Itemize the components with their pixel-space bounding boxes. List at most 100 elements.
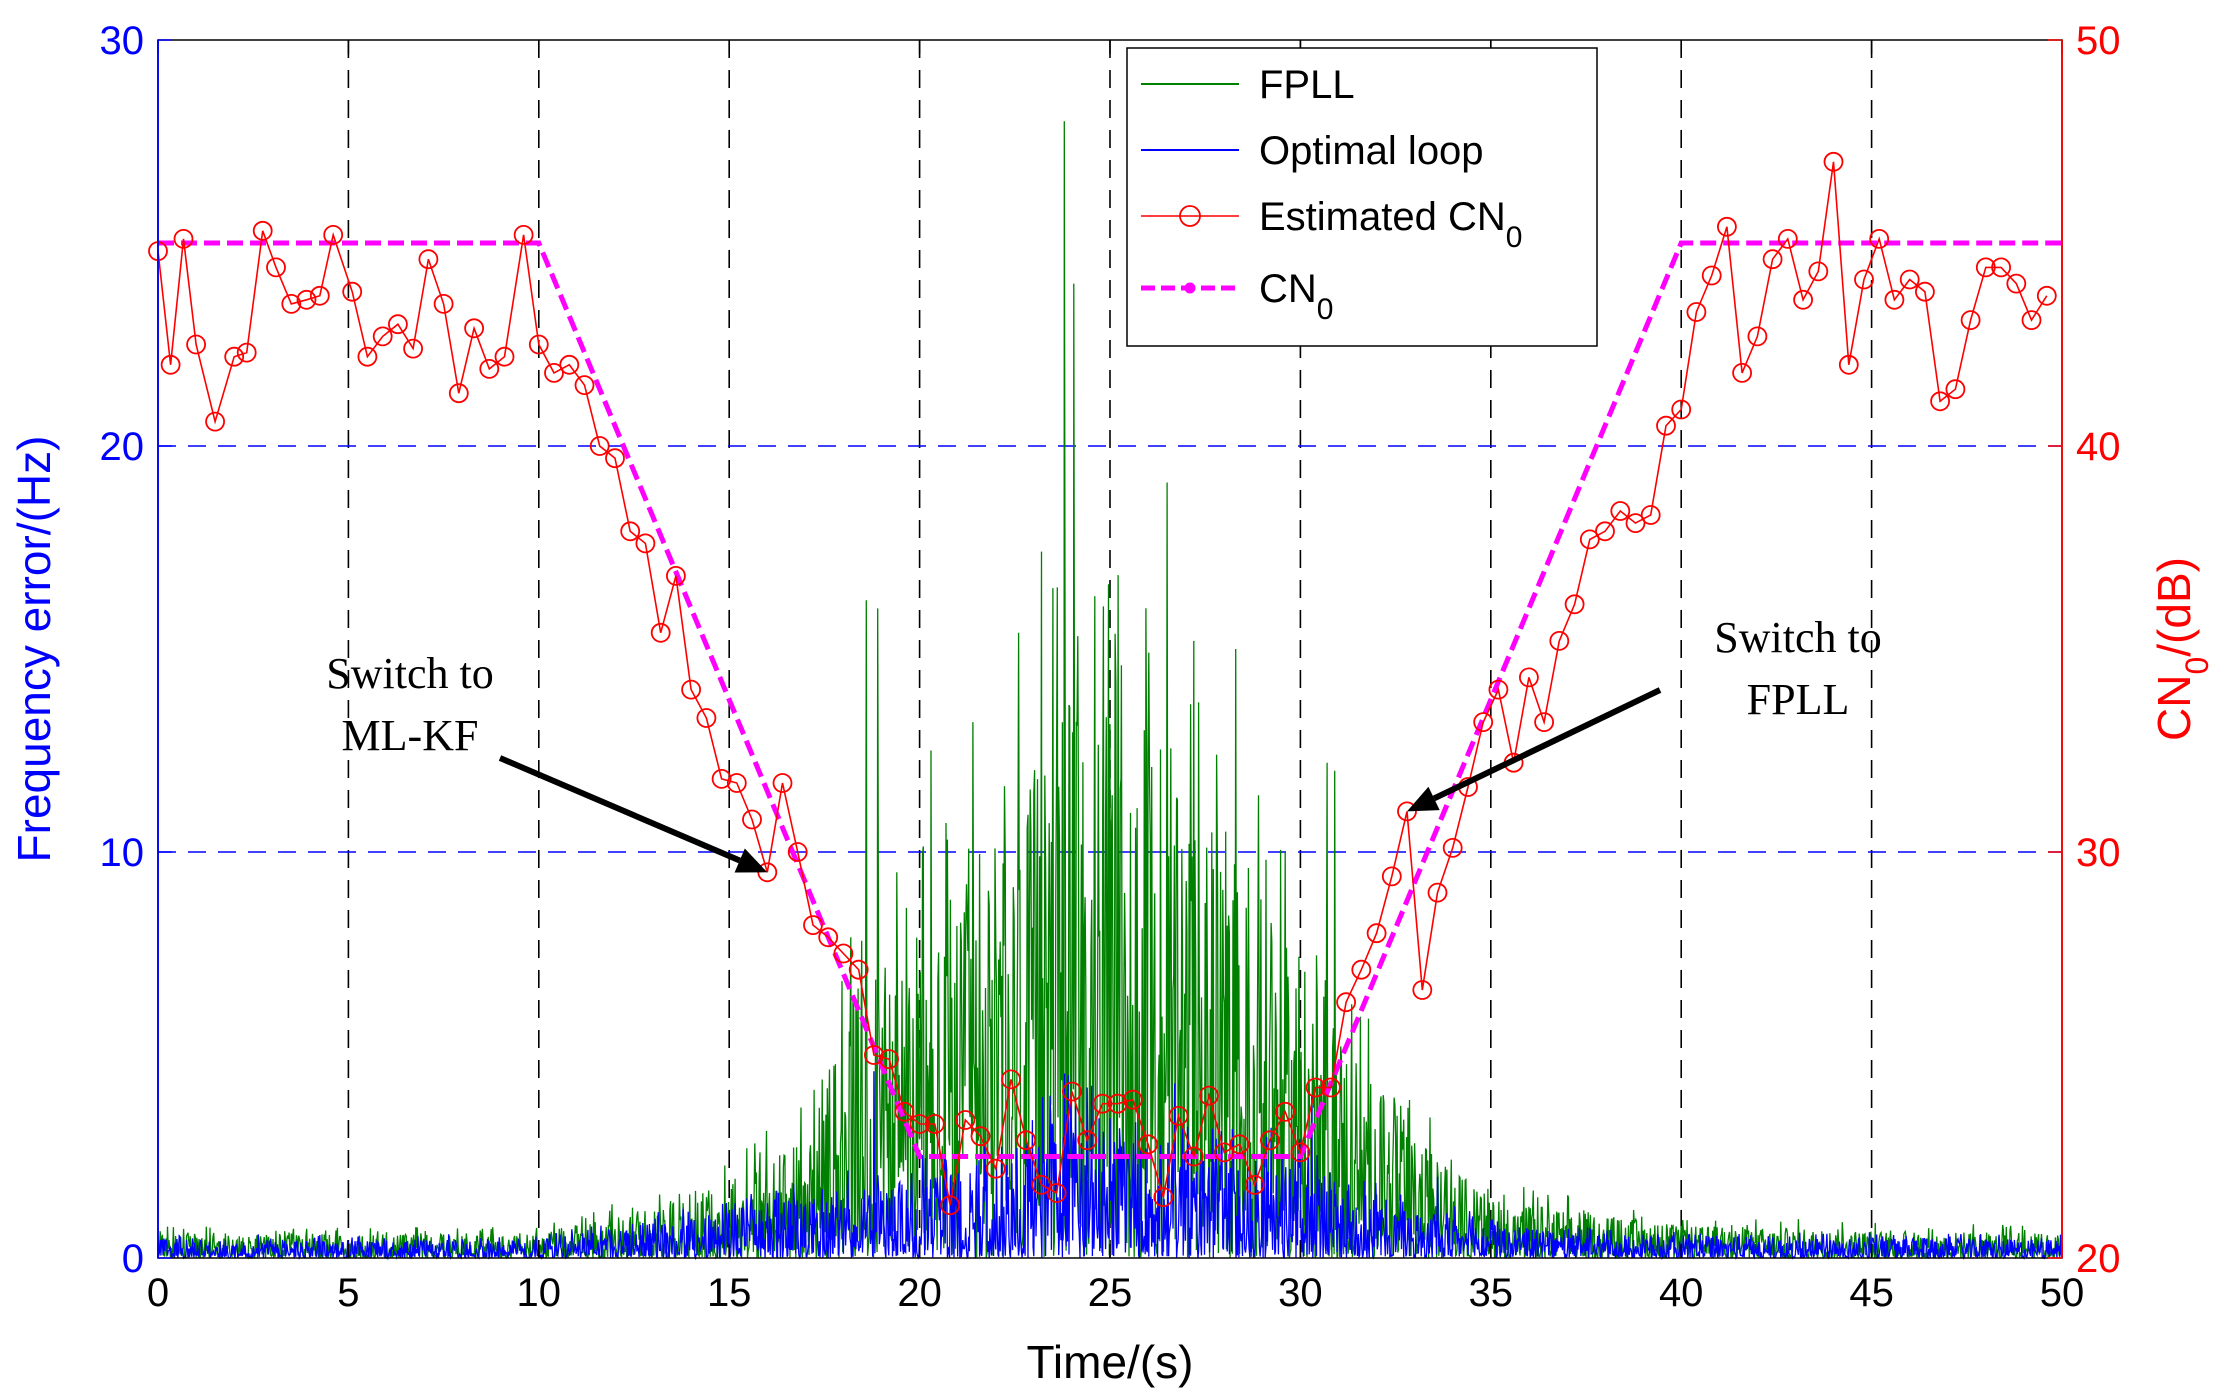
estimated-cn0-point <box>1595 521 1615 542</box>
legend-label: Estimated CN0 <box>1259 195 1522 254</box>
estimated-cn0-point <box>1122 1089 1143 1110</box>
estimated-cn0-point <box>479 358 500 379</box>
annotations: Switch to ML-KF Switch to FPLL <box>326 613 1882 873</box>
estimated-cn0-point <box>281 293 302 314</box>
y-right-tick-label: 50 <box>2076 19 2121 63</box>
estimated-cn0-point <box>1351 959 1372 980</box>
y-right-axis-title: CN0/(dB) <box>2148 557 2215 741</box>
estimated-cn0-point <box>955 1110 976 1130</box>
estimated-cn0-point <box>528 334 549 355</box>
estimated-cn0-point <box>1534 712 1554 732</box>
legend-label: FPLL <box>1259 63 1355 107</box>
estimated-cn0-point <box>1244 1175 1265 1195</box>
estimated-cn0-point <box>772 773 793 793</box>
estimated-cn0-point <box>1397 801 1417 822</box>
estimated-cn0-point <box>205 411 226 432</box>
legend-label-main: Optimal loop <box>1259 129 1484 173</box>
estimated-cn0-point <box>296 289 317 310</box>
estimated-cn0-point <box>1062 1081 1082 1102</box>
legend-label-main: Estimated CN <box>1259 195 1506 239</box>
x-tick-label: 10 <box>517 1271 562 1315</box>
legend-swatch-marker <box>1184 282 1196 294</box>
estimated-cn0-point <box>742 809 762 830</box>
estimated-cn0-point <box>403 338 424 359</box>
y-right-tick-label: 20 <box>2076 1237 2121 1281</box>
estimated-cn0-point <box>1260 1130 1280 1151</box>
estimated-cn0-point <box>1412 980 1433 1000</box>
x-tick-label: 0 <box>147 1271 169 1315</box>
annotation-arrow-shaft <box>498 755 741 864</box>
x-tick-label: 15 <box>707 1271 752 1315</box>
estimated-cn0-point <box>1579 529 1600 550</box>
estimated-cn0-point <box>1519 667 1539 688</box>
annotation-arrow-head <box>734 848 768 873</box>
grid-lines <box>158 40 2062 1258</box>
y-right-title-sub: 0 <box>2179 657 2215 675</box>
estimated-cn0-point <box>1640 505 1661 525</box>
estimated-cn0-point <box>1168 1106 1189 1126</box>
x-axis-title: Time/(s) <box>1027 1336 1194 1388</box>
estimated-cn0-point <box>1031 1175 1052 1195</box>
legend-label-sub: 0 <box>1317 293 1334 326</box>
estimated-cn0-point <box>559 354 580 375</box>
estimated-cn0-point <box>1854 269 1874 290</box>
x-tick-label: 30 <box>1278 1271 1323 1315</box>
estimated-cn0-point <box>1473 712 1494 732</box>
estimated-cn0-point <box>1884 289 1905 310</box>
estimated-cn0-point <box>818 927 839 948</box>
x-tick-label: 20 <box>897 1271 942 1315</box>
x-tick-label: 25 <box>1088 1271 1133 1315</box>
estimated-cn0-point <box>266 257 286 278</box>
estimated-cn0-point <box>1488 679 1509 700</box>
estimated-cn0-point <box>620 521 641 542</box>
x-tick-label: 40 <box>1659 1271 1704 1315</box>
estimated-cn0-point <box>1564 594 1585 615</box>
estimated-cn0-point <box>224 346 245 367</box>
estimated-cn0-point <box>1366 923 1387 944</box>
estimated-cn0-point <box>387 314 408 335</box>
estimated-cn0-point <box>894 1101 915 1122</box>
y-left-axis-title: Frequency error/(Hz) <box>8 436 60 863</box>
y-left-tick-label: 30 <box>100 19 145 63</box>
estimated-cn0-point <box>1321 1077 1341 1098</box>
estimated-cn0-point <box>1199 1085 1219 1106</box>
legend-box <box>1126 47 1598 347</box>
estimated-cn0-point <box>2006 273 2027 294</box>
estimated-cn0-point <box>909 1114 930 1134</box>
estimated-cn0-point <box>1229 1134 1250 1155</box>
estimated-cn0-point <box>2036 285 2057 306</box>
annotation-text: ML-KF <box>342 711 479 760</box>
estimated-cn0-point <box>1183 1146 1204 1167</box>
legend-label-main: CN <box>1259 267 1317 311</box>
annotation-text: Switch to <box>326 649 493 698</box>
estimated-cn0-point <box>1077 1130 1098 1151</box>
estimated-cn0-point <box>1823 151 1844 172</box>
y-right-title-tail: /(dB) <box>2148 557 2200 657</box>
estimated-cn0-point <box>1290 1142 1311 1163</box>
estimated-cn0-point <box>1717 216 1737 237</box>
estimated-cn0-point <box>666 566 686 586</box>
estimated-cn0-point <box>236 342 257 363</box>
estimated-cn0-point <box>372 326 393 347</box>
estimated-cn0-point <box>357 346 378 367</box>
estimated-cn0-point <box>1701 265 1722 286</box>
legend-label: CN0 <box>1259 267 1333 326</box>
estimated-cn0-point <box>418 249 439 270</box>
estimated-cn0-point <box>1092 1093 1113 1114</box>
estimated-cn0-point <box>726 773 747 793</box>
estimated-cn0-point <box>513 224 534 245</box>
estimated-cn0-point <box>848 959 869 980</box>
x-tick-label: 45 <box>1849 1271 1894 1315</box>
y-left-tick-label: 0 <box>122 1237 144 1281</box>
estimated-cn0-point <box>924 1114 945 1134</box>
estimated-cn0-point <box>448 383 469 404</box>
estimated-cn0-point <box>1960 310 1981 331</box>
estimated-cn0-point <box>1838 354 1859 375</box>
estimated-cn0-point <box>252 220 273 241</box>
annotation-text: Switch to <box>1714 613 1881 662</box>
legend-label-sub: 0 <box>1506 221 1523 254</box>
estimated-cn0-point <box>940 1195 960 1216</box>
estimated-cn0-point <box>589 436 610 456</box>
estimated-cn0-point <box>1762 249 1783 270</box>
